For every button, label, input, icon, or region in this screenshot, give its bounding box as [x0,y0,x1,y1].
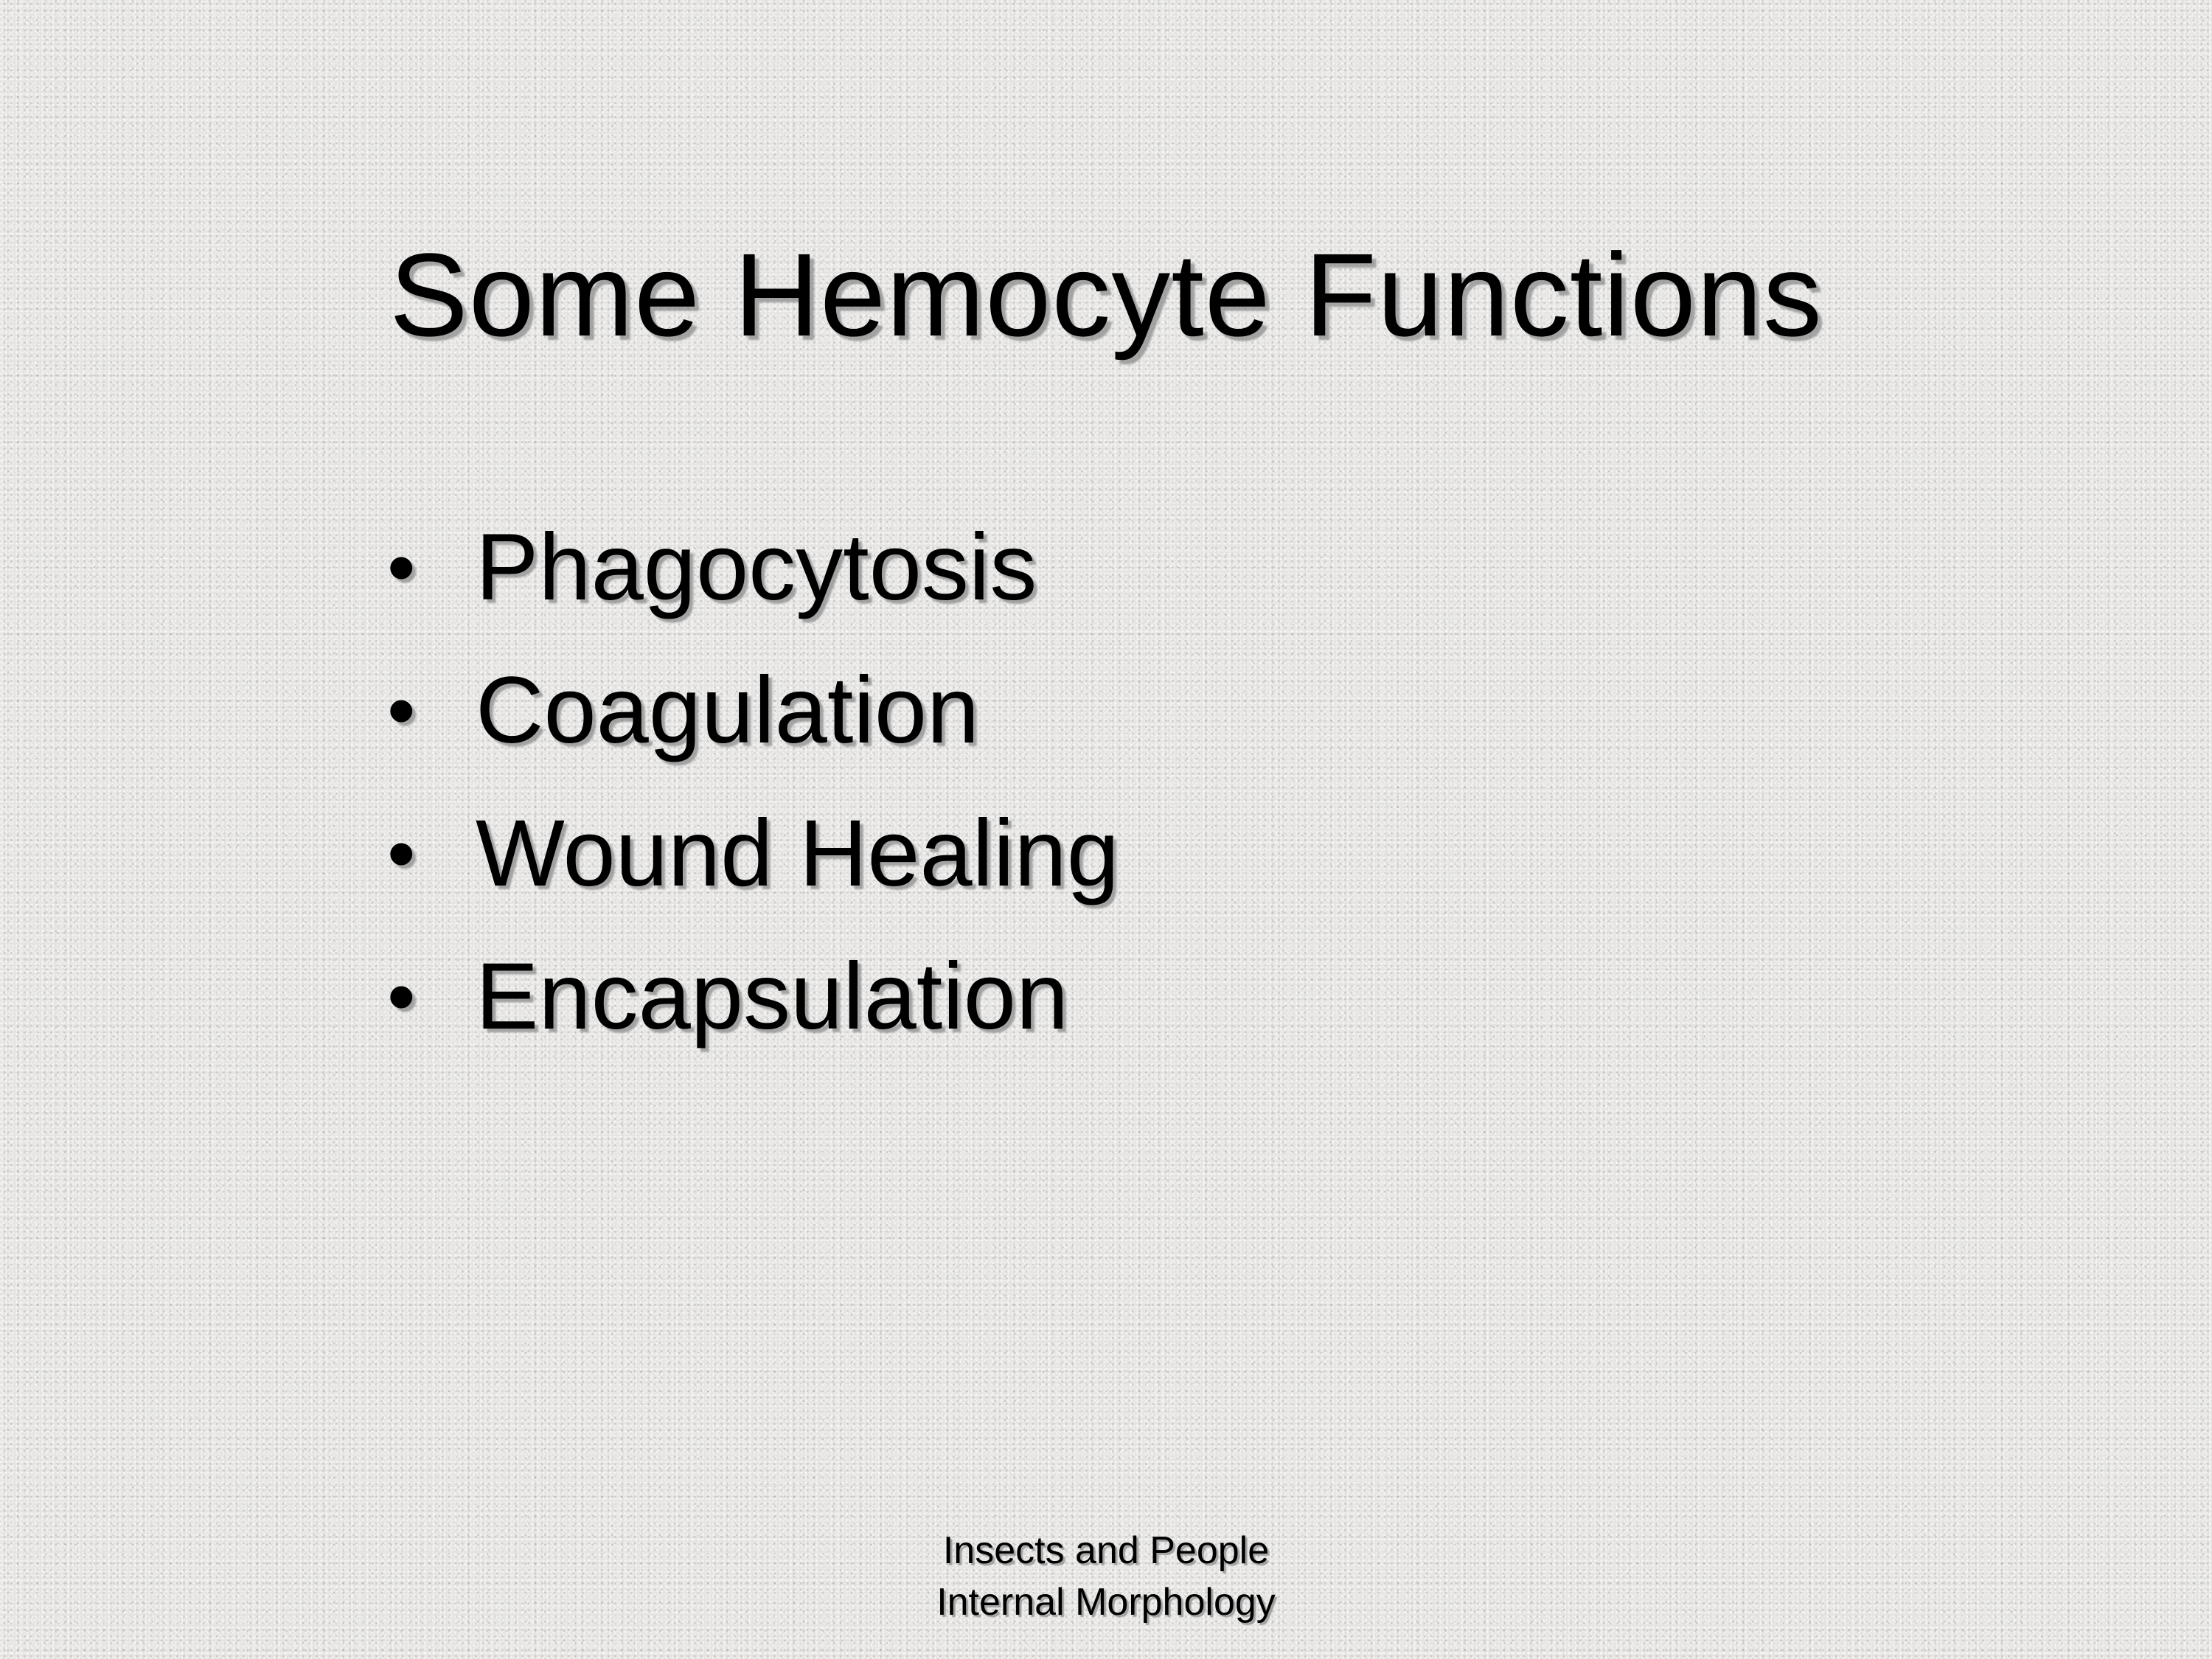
bullet-icon: • [387,951,416,1042]
bullet-text: Phagocytosis [476,515,1037,620]
list-item: • Encapsulation [387,938,1119,1081]
list-item: • Coagulation [387,652,1119,795]
bullet-icon: • [387,665,416,756]
slide-title: Some Hemocyte Functions [389,229,1823,361]
bullet-text: Wound Healing [476,801,1119,906]
bullet-text: Encapsulation [476,944,1069,1049]
bullet-icon: • [387,522,416,613]
bullet-icon: • [387,808,416,899]
list-item: • Wound Healing [387,795,1119,938]
bullet-list: • Phagocytosis • Coagulation • Wound Hea… [387,509,1119,1081]
footer-topic: Internal Morphology [936,1581,1276,1624]
footer-course: Insects and People [942,1529,1270,1572]
bullet-text: Coagulation [476,658,980,763]
slide-footer: Insects and People Internal Morphology [0,1525,2212,1628]
list-item: • Phagocytosis [387,509,1119,652]
